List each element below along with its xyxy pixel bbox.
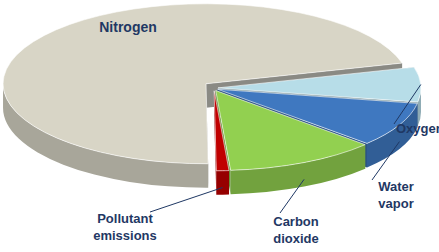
label-line: vapor <box>378 196 413 211</box>
slice-label: Carbon dioxide <box>273 214 319 246</box>
chart: Nitrogen Oxygen Water vapor Carbon dioxide Pol… <box>0 0 439 252</box>
label-line: emissions <box>93 228 157 243</box>
label-line: Pollutant <box>97 211 153 226</box>
label-line: Water <box>378 179 414 194</box>
slice <box>216 91 365 171</box>
slice-label: Pollutant emissions <box>93 211 157 243</box>
leader-line <box>394 85 421 124</box>
pie <box>3 4 421 195</box>
leader-line <box>150 188 223 212</box>
leader-line <box>372 142 399 180</box>
leader-line <box>280 179 304 213</box>
slice-face <box>214 91 229 195</box>
label-line: Carbon <box>273 214 319 229</box>
slice-label: Nitrogen <box>99 19 157 35</box>
slice-label: Oxygen <box>396 121 439 136</box>
slice <box>214 91 229 171</box>
label-line: dioxide <box>273 231 319 246</box>
slice-side <box>216 171 229 195</box>
slice-label: Water vapor <box>378 179 414 211</box>
